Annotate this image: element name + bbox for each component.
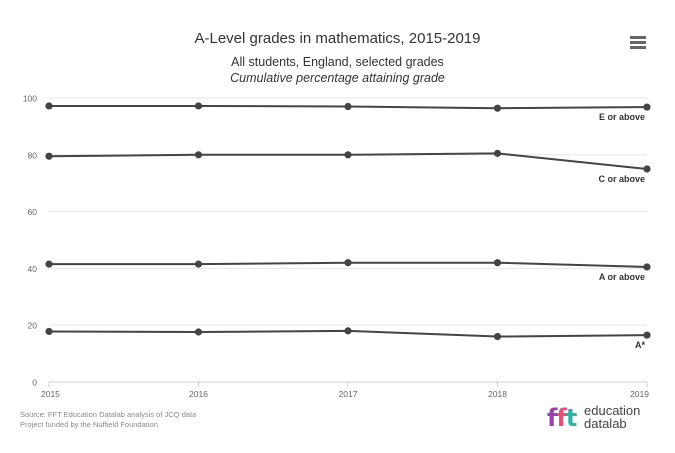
logo-word-education: education (584, 403, 641, 418)
x-tick-label: 2018 (488, 389, 507, 399)
y-tick-label: 100 (23, 94, 37, 104)
series-label: A or above (599, 272, 645, 282)
x-tick-label: 2015 (41, 389, 60, 399)
source-line-2: Project funded by the Nuffield Foundatio… (20, 420, 158, 429)
data-point (643, 331, 651, 339)
data-point (493, 332, 502, 341)
chart-subtitle: All students, England, selected grades C… (0, 54, 675, 86)
source-line-1: Source: FFT Education Datalab analysis o… (20, 410, 197, 419)
data-point (45, 102, 53, 110)
y-tick-label: 40 (28, 264, 38, 274)
hamburger-menu-icon[interactable] (630, 36, 646, 49)
data-point (344, 102, 352, 111)
x-tick-label: 2017 (339, 389, 358, 399)
chart-title: A-Level grades in mathematics, 2015-2019 (194, 30, 481, 47)
data-point (344, 327, 352, 335)
fft-logo-mark: fft (547, 404, 577, 432)
subtitle-line-1: All students, England, selected grades (231, 55, 444, 69)
y-tick-label: 20 (28, 321, 38, 331)
logo-word-datalab: datalab (584, 416, 627, 431)
data-point (643, 103, 651, 111)
x-tick-label: 2019 (630, 389, 649, 399)
data-point (643, 165, 651, 173)
data-point (194, 151, 203, 159)
data-point (194, 328, 203, 336)
data-point (45, 327, 53, 336)
data-point (45, 260, 53, 268)
data-point (493, 149, 502, 157)
data-point (194, 260, 203, 268)
data-point (194, 102, 203, 110)
subtitle-line-2: Cumulative percentage attaining grade (230, 71, 445, 85)
logo-wordmark: education datalab (584, 404, 640, 430)
series-label: A* (635, 340, 645, 350)
series-label: C or above (598, 174, 645, 184)
x-tick-label: 2016 (189, 389, 208, 399)
data-point (493, 259, 502, 267)
y-tick-label: 0 (32, 378, 37, 388)
data-point (344, 259, 352, 267)
series-label: E or above (599, 112, 645, 122)
data-point (493, 104, 502, 112)
data-point (45, 152, 53, 160)
y-tick-label: 60 (28, 207, 38, 217)
y-tick-label: 80 (28, 150, 38, 160)
source-note: Source: FFT Education Datalab analysis o… (20, 410, 196, 430)
data-point (643, 263, 651, 271)
data-point (344, 151, 352, 159)
